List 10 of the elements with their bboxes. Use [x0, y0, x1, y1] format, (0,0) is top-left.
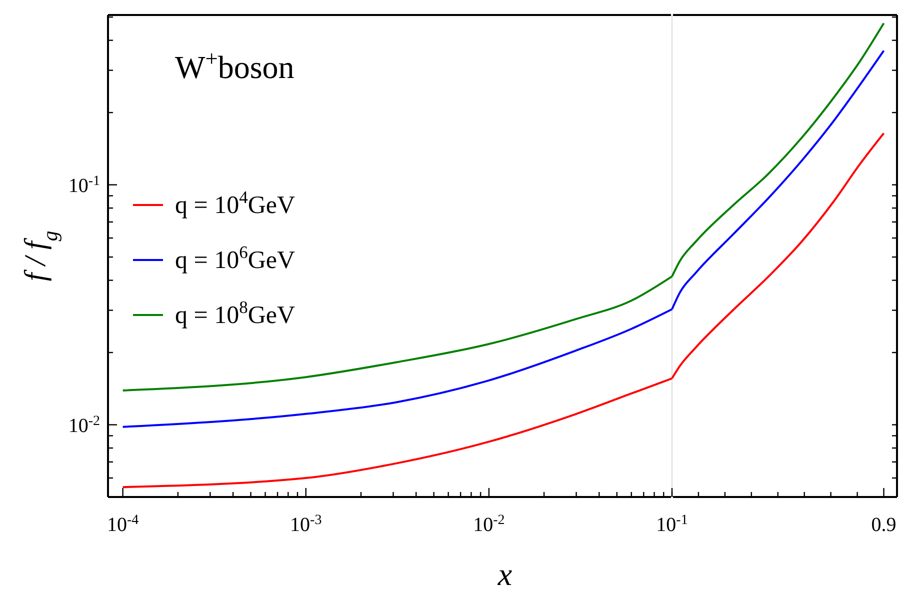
- x-tick-label: 0.9: [871, 514, 896, 536]
- legend-label: q = 10$^{8}$GeV: [175, 297, 296, 329]
- x-axis-title: x: [496, 556, 512, 592]
- x-tick-label: 10$^{-3}$: [290, 512, 322, 536]
- x-tick-label: 10$^{-2}$: [473, 512, 505, 536]
- legend-label: q = 10$^{6}$GeV: [175, 242, 296, 274]
- x-tick-label: 10$^{-1}$: [656, 512, 688, 536]
- text: W$^{+}$boson: [175, 46, 294, 85]
- x-tick-label: 10$^{-4}$: [106, 512, 139, 536]
- legend-label: q = 10$^{4}$GeV: [175, 187, 296, 219]
